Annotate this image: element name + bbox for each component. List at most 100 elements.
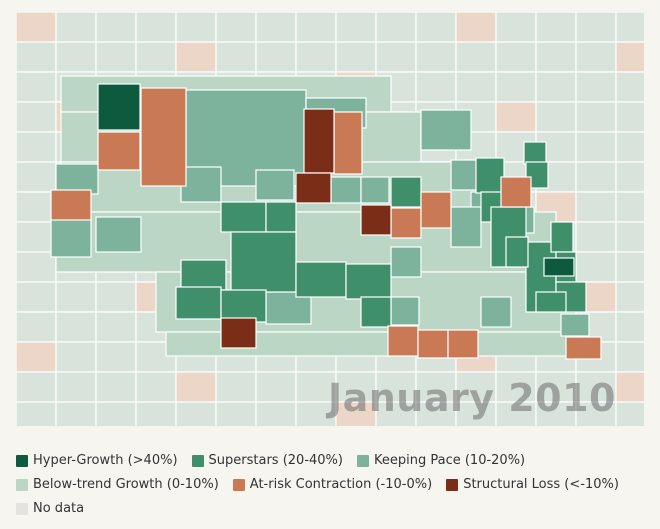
county-cell[interactable] (175, 401, 217, 426)
county-cell[interactable] (55, 311, 97, 343)
county-cell[interactable] (360, 296, 392, 328)
county-cell[interactable] (615, 401, 644, 426)
county-cell[interactable] (455, 41, 497, 73)
county-cell[interactable] (255, 169, 295, 201)
county-cell[interactable] (95, 401, 137, 426)
legend-item-keeping[interactable]: Keeping Pace (10-20%) (356, 453, 525, 468)
county-cell[interactable] (295, 371, 337, 403)
county-cell[interactable] (180, 259, 227, 291)
county-cell[interactable] (55, 401, 97, 426)
county-cell[interactable] (615, 161, 644, 193)
county-cell[interactable] (455, 371, 497, 403)
county-cell[interactable] (97, 131, 141, 171)
county-cell[interactable] (615, 191, 644, 223)
county-cell[interactable] (135, 12, 177, 43)
county-cell[interactable] (345, 263, 392, 300)
county-cell[interactable] (575, 41, 617, 73)
county-cell[interactable] (505, 236, 529, 268)
county-cell[interactable] (390, 207, 422, 239)
legend-item-atrisk[interactable]: At-risk Contraction (-10-0%) (232, 477, 432, 492)
county-cell[interactable] (135, 371, 177, 403)
county-cell[interactable] (390, 176, 422, 208)
county-cell[interactable] (575, 101, 617, 133)
county-cell[interactable] (535, 71, 577, 103)
county-cell[interactable] (450, 206, 482, 248)
county-cell[interactable] (615, 131, 644, 163)
county-cell[interactable] (16, 12, 57, 43)
county-cell[interactable] (50, 189, 92, 221)
county-cell[interactable] (535, 101, 577, 133)
county-cell[interactable] (16, 191, 57, 223)
county-cell[interactable] (495, 41, 537, 73)
county-cell[interactable] (415, 41, 457, 73)
county-cell[interactable] (360, 204, 392, 236)
county-cell[interactable] (215, 371, 257, 403)
county-cell[interactable] (575, 131, 617, 163)
county-cell[interactable] (495, 12, 537, 43)
county-cell[interactable] (575, 251, 617, 283)
county-cell[interactable] (95, 41, 137, 73)
county-cell[interactable] (615, 71, 644, 103)
county-cell[interactable] (455, 401, 497, 426)
county-cell[interactable] (55, 371, 97, 403)
county-cell[interactable] (175, 12, 217, 43)
county-cell[interactable] (455, 71, 497, 103)
county-cell[interactable] (16, 251, 57, 283)
county-cell[interactable] (295, 261, 347, 298)
county-cell[interactable] (16, 371, 57, 403)
county-cell[interactable] (295, 41, 337, 73)
county-cell[interactable] (16, 281, 57, 313)
county-cell[interactable] (495, 401, 537, 426)
county-cell[interactable] (335, 401, 377, 426)
county-cell[interactable] (475, 157, 505, 194)
county-cell[interactable] (16, 71, 57, 103)
county-cell[interactable] (415, 71, 457, 103)
county-cell[interactable] (615, 341, 644, 373)
county-cell[interactable] (303, 108, 335, 174)
county-cell[interactable] (495, 101, 537, 133)
county-cell[interactable] (615, 101, 644, 133)
county-cell[interactable] (420, 109, 472, 151)
county-cell[interactable] (375, 12, 417, 43)
county-cell[interactable] (175, 41, 217, 73)
county-cell[interactable] (335, 12, 377, 43)
county-cell[interactable] (295, 12, 337, 43)
county-cell[interactable] (255, 12, 297, 43)
county-cell[interactable] (447, 329, 479, 359)
county-cell[interactable] (615, 311, 644, 343)
county-cell[interactable] (330, 176, 362, 204)
county-cell[interactable] (265, 201, 297, 233)
county-cell[interactable] (55, 41, 97, 73)
county-cell[interactable] (387, 325, 419, 357)
county-cell[interactable] (390, 296, 420, 326)
county-cell[interactable] (255, 401, 297, 426)
county-cell[interactable] (295, 172, 332, 204)
county-cell[interactable] (615, 221, 644, 253)
county-cell[interactable] (450, 159, 480, 191)
county-cell[interactable] (535, 371, 577, 403)
county-cell[interactable] (480, 296, 512, 328)
county-cell[interactable] (230, 231, 297, 293)
county-cell[interactable] (550, 221, 574, 253)
county-cell[interactable] (335, 41, 377, 73)
county-cell[interactable] (220, 289, 267, 323)
county-cell[interactable] (575, 371, 617, 403)
county-cell[interactable] (575, 221, 617, 253)
county-cell[interactable] (97, 83, 141, 131)
county-cell[interactable] (55, 341, 97, 373)
county-cell[interactable] (220, 201, 267, 233)
county-cell[interactable] (360, 176, 390, 204)
county-cell[interactable] (215, 41, 257, 73)
legend-item-super[interactable]: Superstars (20-40%) (191, 453, 343, 468)
county-cell[interactable] (495, 71, 537, 103)
county-cell[interactable] (215, 12, 257, 43)
county-cell[interactable] (16, 101, 57, 133)
county-cell[interactable] (615, 251, 644, 283)
county-cell[interactable] (523, 141, 547, 165)
county-cell[interactable] (495, 371, 537, 403)
county-cell[interactable] (335, 371, 377, 403)
county-cell[interactable] (543, 257, 575, 277)
county-cell[interactable] (575, 12, 617, 43)
county-cell[interactable] (50, 216, 92, 258)
county-cell[interactable] (615, 41, 644, 73)
